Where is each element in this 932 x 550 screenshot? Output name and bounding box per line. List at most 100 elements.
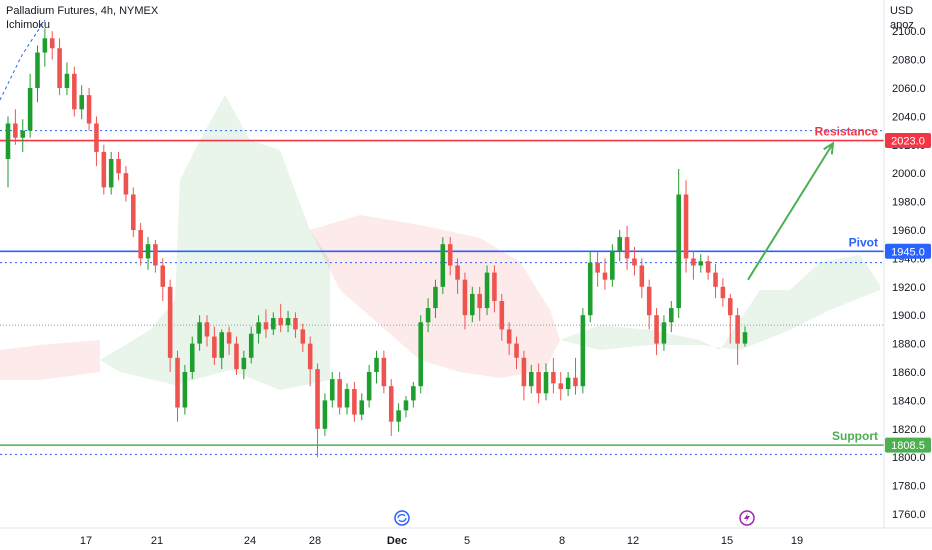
price-badge-resistance <box>885 133 931 149</box>
candle-body <box>116 159 121 174</box>
candle-body <box>447 244 453 266</box>
candle-body <box>131 194 136 230</box>
candle-body <box>624 237 630 259</box>
price-tick-label: 1820.0 <box>892 424 926 436</box>
candle-body <box>359 400 365 415</box>
candle-body <box>580 315 586 387</box>
level-label-pivot: Pivot <box>849 235 878 249</box>
chart-header: Palladium Futures, 4h, NYMEX Ichimoku <box>6 4 158 32</box>
candles <box>5 28 748 458</box>
candle-body <box>698 261 704 266</box>
time-tick-label: 5 <box>464 535 470 547</box>
time-tick-label: 19 <box>791 535 803 547</box>
candle-body <box>455 265 460 280</box>
candle-body <box>639 265 645 287</box>
candle-body <box>86 95 92 124</box>
candle-body <box>72 73 77 110</box>
level-badges: 2023.0 1945.0 1808.5 <box>885 133 931 453</box>
candle-body <box>727 298 733 316</box>
time-tick-label: 15 <box>721 535 733 547</box>
cloud-bear-1 <box>0 340 100 380</box>
candle-body <box>691 258 696 266</box>
candle-body <box>558 383 564 390</box>
candle-body <box>138 230 143 259</box>
candle-body <box>484 272 490 309</box>
candle-body <box>374 357 379 372</box>
time-tick-label: 21 <box>151 535 163 547</box>
axis-unit: USD apoz <box>890 4 914 32</box>
price-badge-text-support: 1808.5 <box>891 440 925 452</box>
candle-body <box>175 357 180 408</box>
projection-arrow <box>747 141 835 281</box>
price-tick-label: 1900.0 <box>892 310 926 322</box>
lightning-icon[interactable] <box>739 510 755 526</box>
candle-body <box>108 159 114 188</box>
candle-body <box>329 379 335 401</box>
price-tick-label: 2040.0 <box>892 111 926 123</box>
candle-body <box>49 38 55 49</box>
candle-body <box>226 332 232 344</box>
candle-body <box>57 48 62 88</box>
candle-body <box>551 372 556 384</box>
price-badge-text-resistance: 2023.0 <box>891 136 925 148</box>
candle-body <box>543 372 549 394</box>
candle-body <box>219 332 225 358</box>
candle-body <box>344 389 350 408</box>
candle-body <box>514 343 519 358</box>
candle-body <box>617 237 622 252</box>
projection-arrow-shaft <box>747 142 834 281</box>
candle-body <box>167 286 173 358</box>
level-label-resistance: Resistance <box>815 125 879 139</box>
chart-title: Palladium Futures, 4h, NYMEX <box>6 5 159 17</box>
candle-body <box>20 130 26 138</box>
candle-body <box>337 379 342 408</box>
candle-body <box>381 357 387 387</box>
candle-body <box>35 52 40 88</box>
time-tick-label: Dec <box>387 535 407 547</box>
candle-body <box>182 372 188 408</box>
price-tick-label: 2080.0 <box>892 55 926 67</box>
projection-arrow-head <box>823 141 835 155</box>
candle-body <box>278 318 283 326</box>
candle-body <box>742 332 748 344</box>
price-tick-label: 1880.0 <box>892 339 926 351</box>
candle-body <box>425 308 431 323</box>
candle-body <box>352 389 357 415</box>
indicator-label[interactable]: Ichimoku <box>6 19 51 31</box>
candle-body <box>204 322 210 337</box>
candle-body <box>669 308 674 323</box>
candle-body <box>477 293 482 309</box>
candle-body <box>492 272 497 301</box>
candle-body <box>646 286 652 316</box>
candle-body <box>683 194 689 259</box>
price-tick-label: 1760.0 <box>892 509 926 521</box>
price-tick-label: 2000.0 <box>892 168 926 180</box>
candle-body <box>42 38 48 53</box>
price-tick-label: 1780.0 <box>892 481 926 493</box>
candle-body <box>565 377 571 390</box>
candle-body <box>241 357 247 370</box>
candle-body <box>271 318 276 330</box>
candle-body <box>602 272 608 280</box>
trend-line <box>0 19 46 101</box>
price-tick-label: 2100.0 <box>892 26 926 38</box>
price-axis: 1760.0 1780.0 1800.0 1820.0 1840.0 1860.0 1880… <box>892 26 926 521</box>
candle-body <box>536 372 541 394</box>
candle-body <box>5 123 11 159</box>
time-tick-label: 28 <box>309 535 321 547</box>
price-badge-pivot <box>885 243 931 259</box>
candle-body <box>595 262 600 273</box>
candle-body <box>499 301 505 330</box>
price-tick-label: 1860.0 <box>892 367 926 379</box>
candle-body <box>79 95 84 110</box>
candle-body <box>506 329 512 344</box>
level-label-support: Support <box>832 429 878 443</box>
candle-body <box>293 318 298 330</box>
dividend-icon[interactable] <box>394 510 410 526</box>
candle-body <box>676 194 681 309</box>
candle-body <box>720 286 726 299</box>
candle-body <box>285 318 291 326</box>
time-axis: 17 21 24 28 Dec 5 8 12 15 19 <box>80 535 803 547</box>
price-tick-label: 1960.0 <box>892 225 926 237</box>
